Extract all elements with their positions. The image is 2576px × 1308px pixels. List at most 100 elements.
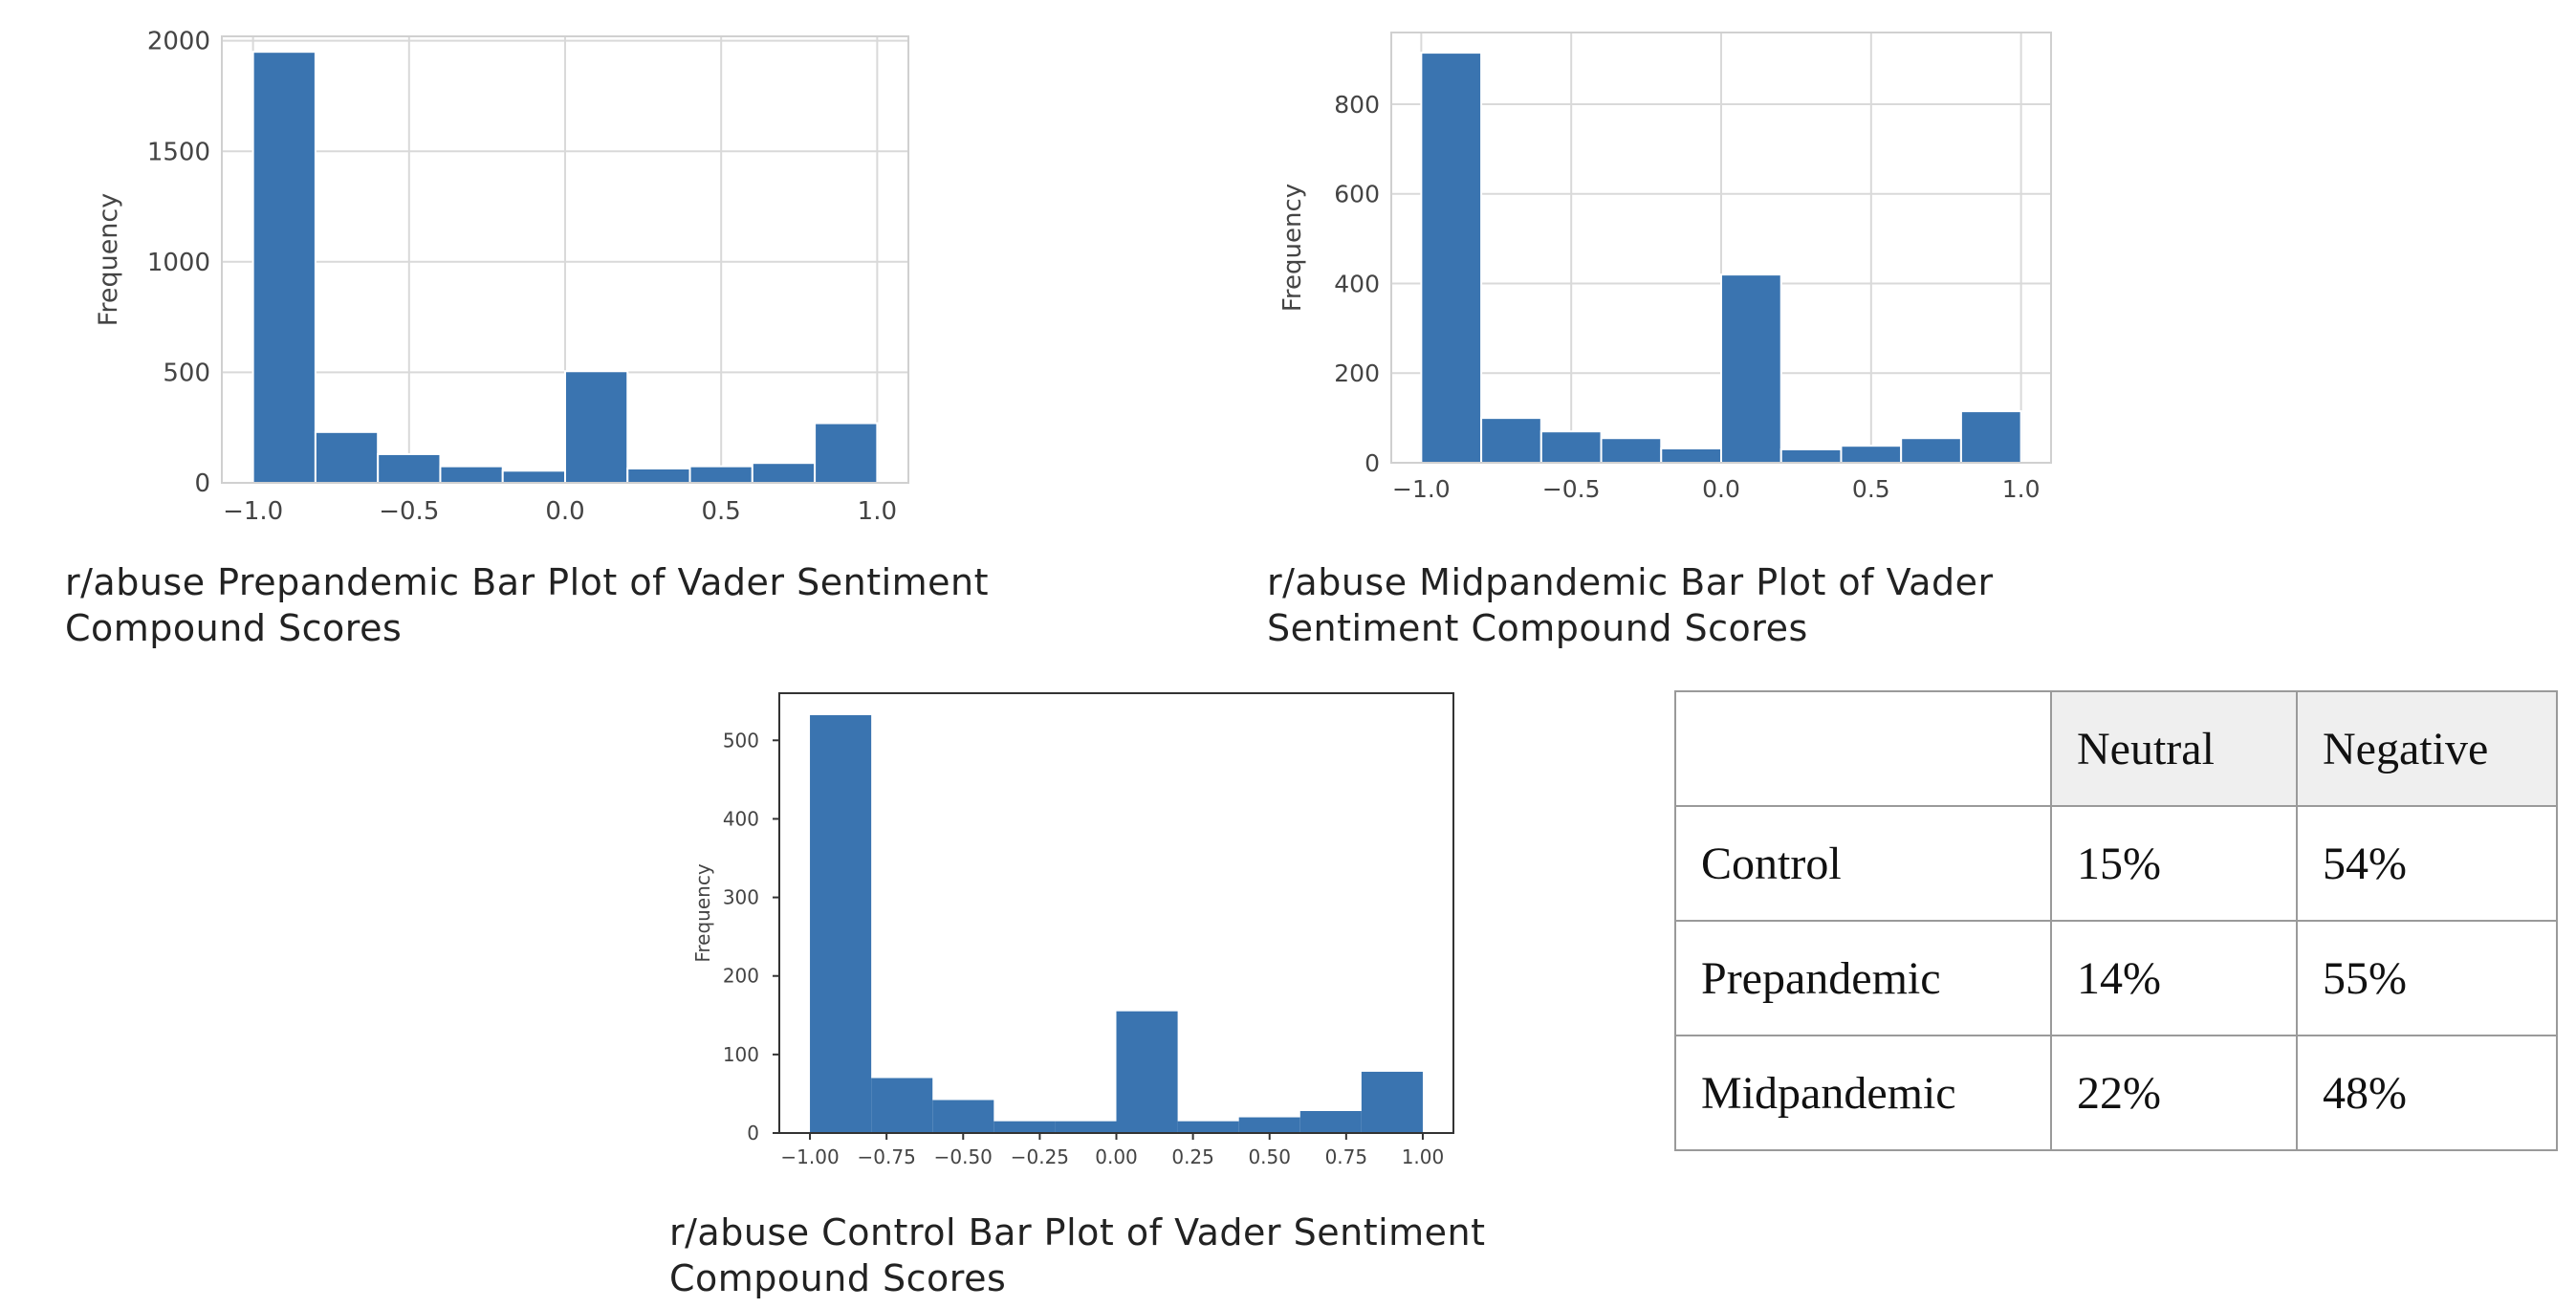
midpandemic-histogram: −1.0 −0.5 0.0 0.5 1.0 0 200 400 600 800 Frequency: [1278, 32, 2052, 503]
x-tick-label: 1.0: [2002, 475, 2041, 503]
histogram-bar: [314, 430, 380, 484]
x-tick-label: 0.75: [1325, 1145, 1368, 1168]
table-row: Control 15% 54%: [1674, 805, 2558, 922]
table-cell: 14%: [2050, 920, 2298, 1036]
histogram-bar: [751, 462, 817, 484]
histogram-bar: [377, 452, 442, 485]
histogram-bar: [1840, 445, 1903, 464]
histogram-bar: [932, 1100, 994, 1133]
histogram-bar: [1660, 447, 1723, 464]
x-tick-label: −1.00: [780, 1145, 839, 1168]
x-tick-label: 0.00: [1095, 1145, 1138, 1168]
histogram-bar: [1299, 1111, 1362, 1133]
histogram-bar: [626, 467, 691, 485]
caption-line: r/abuse Midpandemic Bar Plot of Vader: [1267, 561, 1994, 603]
y-tick-label: 400: [1334, 270, 1380, 297]
histogram-bar: [1779, 447, 1843, 464]
x-tick-label: −0.5: [1542, 475, 1601, 503]
caption-line: Sentiment Compound Scores: [1267, 607, 1808, 649]
table-row: Prepandemic 14% 55%: [1674, 920, 2558, 1036]
histogram-bar: [1361, 1071, 1423, 1133]
histogram-bar: [1600, 437, 1663, 464]
y-axis-label: Frequency: [1278, 184, 1307, 312]
histogram-bar: [1539, 430, 1603, 464]
y-tick-label: 0: [1364, 449, 1380, 477]
y-tick-label: 400: [723, 807, 759, 830]
histogram-bar: [1480, 417, 1542, 464]
histogram-bar: [1420, 52, 1483, 464]
x-tick-label: −0.5: [379, 497, 439, 526]
table-header-row: Neutral Negative: [1674, 690, 2558, 807]
prepandemic-chart: −1.0 −0.5 0.0 0.5 1.0 0 500 1000 1500 2000 Frequen…: [86, 19, 947, 539]
y-tick-label: 0: [747, 1122, 759, 1144]
table-cell: 48%: [2296, 1035, 2558, 1151]
histogram-bar: [1116, 1011, 1178, 1133]
table-header-cell: Negative: [2296, 690, 2558, 807]
table-header-cell: Neutral: [2050, 690, 2298, 807]
histogram-bar: [810, 715, 872, 1133]
prepandemic-caption: r/abuse Prepandemic Bar Plot of Vader Se…: [65, 559, 989, 651]
sentiment-table: Neutral Negative Control 15% 54% Prepand…: [1674, 690, 2558, 1151]
table-cell: Prepandemic: [1674, 920, 2052, 1036]
histogram-bar: [1177, 1121, 1239, 1133]
histogram-bar: [1900, 437, 1962, 464]
x-tick-label: −1.0: [1392, 475, 1451, 503]
y-tick-label: 500: [723, 729, 759, 752]
y-axis-label: Frequency: [691, 863, 714, 962]
histogram-bar: [251, 51, 317, 484]
histogram-bar: [501, 469, 566, 485]
histogram-bar: [1959, 410, 2022, 464]
plot-frame: [1390, 32, 2052, 464]
x-tick-label: 1.00: [1402, 1145, 1445, 1168]
prepandemic-histogram: −1.0 −0.5 0.0 0.5 1.0 0 500 1000 1500 2000 Frequen…: [94, 28, 909, 526]
y-tick-label: 1500: [147, 138, 210, 166]
histogram-bar: [688, 465, 753, 484]
y-tick-label: 0: [194, 469, 210, 498]
table-cell: 54%: [2296, 805, 2558, 922]
table-cell: 55%: [2296, 920, 2558, 1036]
caption-line: Compound Scores: [65, 607, 403, 649]
x-tick-label: −1.0: [223, 497, 283, 526]
caption-line: r/abuse Control Bar Plot of Vader Sentim…: [669, 1211, 1486, 1254]
x-tick-label: 1.0: [858, 497, 897, 526]
caption-line: Compound Scores: [669, 1257, 1007, 1299]
y-tick-label: 800: [1334, 91, 1380, 119]
histogram-bar: [814, 422, 879, 484]
table-cell: 22%: [2050, 1035, 2298, 1151]
histogram-bar: [439, 465, 504, 484]
x-tick-label: 0.0: [545, 497, 584, 526]
x-tick-label: 0.0: [1702, 475, 1740, 503]
y-axis-label: Frequency: [94, 193, 123, 327]
table-cell: 15%: [2050, 805, 2298, 922]
histogram-bar: [1055, 1121, 1117, 1133]
x-tick-label: 0.25: [1171, 1145, 1214, 1168]
control-chart: −1.00 −0.75 −0.50 −0.25 0.00 0.25 0.50 0.75 1.00…: [669, 688, 1530, 1189]
midpandemic-caption: r/abuse Midpandemic Bar Plot of Vader Se…: [1267, 559, 1994, 651]
control-caption: r/abuse Control Bar Plot of Vader Sentim…: [669, 1210, 1486, 1301]
y-tick-label: 2000: [147, 28, 210, 56]
control-histogram: −1.00 −0.75 −0.50 −0.25 0.00 0.25 0.50 0.75 1.00…: [691, 692, 1454, 1168]
table-cell: Midpandemic: [1674, 1035, 2052, 1151]
histogram-bar: [564, 370, 629, 484]
y-tick-label: 1000: [147, 249, 210, 277]
plot-frame: [221, 35, 909, 484]
histogram-bar: [993, 1121, 1056, 1133]
x-tick-label: 0.50: [1248, 1145, 1291, 1168]
table-cell: Control: [1674, 805, 2052, 922]
x-tick-label: −0.50: [934, 1145, 993, 1168]
table-row: Midpandemic 22% 48%: [1674, 1035, 2558, 1151]
y-tick-label: 600: [1334, 181, 1380, 208]
y-tick-label: 500: [163, 360, 210, 388]
x-tick-label: −0.75: [858, 1145, 916, 1168]
caption-line: r/abuse Prepandemic Bar Plot of Vader Se…: [65, 561, 990, 603]
y-tick-label: 200: [1334, 360, 1380, 387]
y-tick-label: 300: [723, 886, 759, 909]
y-tick-label: 100: [723, 1043, 759, 1066]
histogram-bar: [1720, 273, 1782, 464]
x-tick-label: 0.5: [702, 497, 741, 526]
y-tick-label: 200: [723, 965, 759, 988]
table-header-cell: [1674, 690, 2052, 807]
histogram-bar: [871, 1078, 933, 1133]
x-tick-label: 0.5: [1852, 475, 1890, 503]
x-tick-label: −0.25: [1011, 1145, 1069, 1168]
